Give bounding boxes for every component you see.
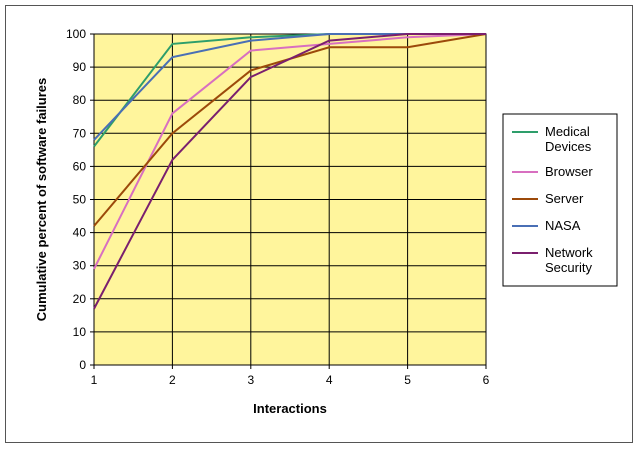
y-tick-label: 70 <box>73 126 87 140</box>
y-tick-label: 20 <box>73 292 87 306</box>
y-tick-label: 10 <box>73 325 87 339</box>
legend-label-nasa: NASA <box>545 218 581 233</box>
x-tick-label: 4 <box>326 373 333 387</box>
legend-label-network-security: Network Security <box>545 245 593 275</box>
series-line-browser <box>93 33 487 270</box>
x-tick-label: 5 <box>404 373 411 387</box>
y-axis-ticks: 0 10 20 30 40 50 60 70 80 90 100 <box>66 27 94 372</box>
y-tick-label: 100 <box>66 27 86 41</box>
y-tick-label: 30 <box>73 259 87 273</box>
y-axis-title: Cumulative percent of software failures <box>34 78 49 321</box>
x-tick-label: 3 <box>247 373 254 387</box>
chart-frame: 0 10 20 30 40 50 60 70 80 90 100 1 2 3 4 5 6 Cumulative… <box>5 5 633 443</box>
y-tick-label: 50 <box>73 193 87 207</box>
line-chart: 0 10 20 30 40 50 60 70 80 90 100 1 2 3 4 5 6 Cumulative… <box>34 27 618 416</box>
x-tick-label: 1 <box>91 373 98 387</box>
y-tick-label: 0 <box>79 358 86 372</box>
y-tick-label: 90 <box>73 60 87 74</box>
y-tick-label: 40 <box>73 226 87 240</box>
series-lines <box>93 33 487 310</box>
y-tick-label: 60 <box>73 159 87 173</box>
legend-label-server: Server <box>545 191 584 206</box>
x-axis-ticks: 1 2 3 4 5 6 <box>91 365 490 387</box>
y-tick-label: 80 <box>73 93 87 107</box>
grid <box>93 33 487 366</box>
x-tick-label: 2 <box>169 373 176 387</box>
legend-label-medical-devices: Medical Devices <box>545 124 592 154</box>
x-tick-label: 6 <box>483 373 490 387</box>
x-axis-title: Interactions <box>253 401 327 416</box>
legend-label-browser: Browser <box>545 164 593 179</box>
legend: Medical Devices Browser Server NASA Network Se… <box>502 113 618 287</box>
series-line-network-security <box>93 33 486 310</box>
